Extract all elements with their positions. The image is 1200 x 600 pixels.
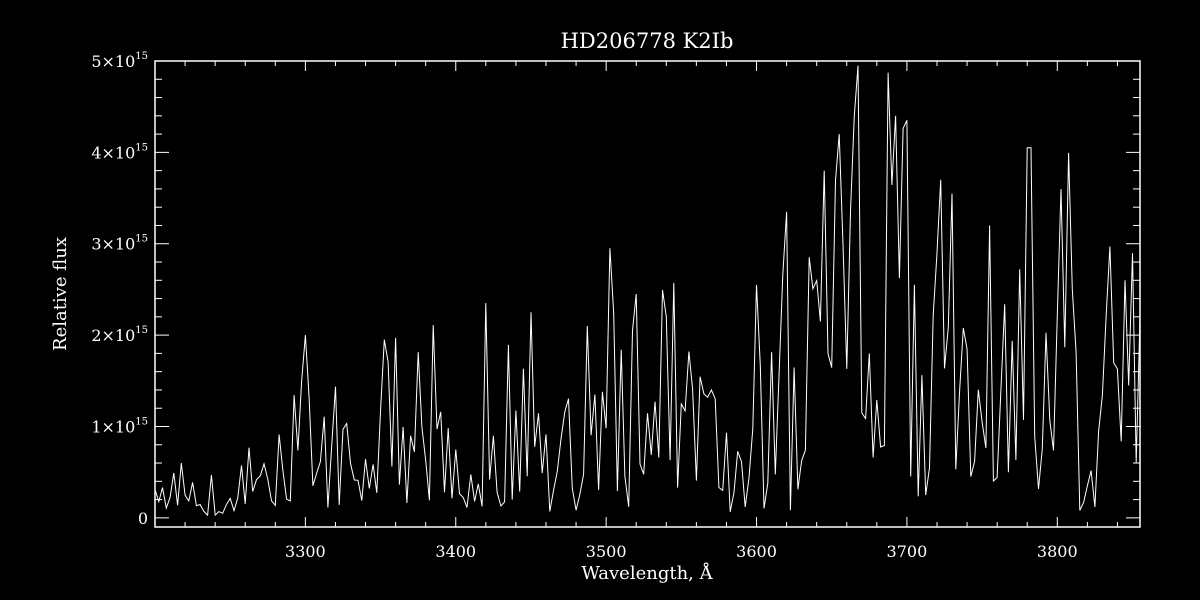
y-axis-label: Relative flux xyxy=(50,237,71,351)
y-tick-exponent: 15 xyxy=(135,234,148,245)
y-tick-base: 1×10 xyxy=(91,417,135,436)
y-tick-base: 4×10 xyxy=(91,143,135,162)
x-tick-label: 3400 xyxy=(435,542,476,561)
x-axis-label: Wavelength, Å xyxy=(581,562,713,584)
spectrum-line xyxy=(154,65,1141,517)
x-tick-label: 3800 xyxy=(1037,542,1078,561)
y-tick-base: 0 xyxy=(138,509,148,528)
x-tick-label: 3700 xyxy=(887,542,928,561)
y-tick-base: 2×10 xyxy=(91,326,135,345)
plot-frame xyxy=(154,60,1141,528)
y-tick-label: 1×1015 xyxy=(91,416,148,436)
y-tick-label: 3×1015 xyxy=(91,234,148,254)
series-layer xyxy=(154,65,1141,517)
x-tick-label: 3300 xyxy=(285,542,326,561)
y-tick-label: 4×1015 xyxy=(91,142,148,162)
y-tick-exponent: 15 xyxy=(135,51,148,62)
y-tick-base: 3×10 xyxy=(91,235,135,254)
x-axis: 3300 3400 3500 3600 3700 3800 xyxy=(154,61,1118,561)
y-tick-label: 0 xyxy=(138,509,148,528)
y-tick-label: 2×1015 xyxy=(91,325,148,345)
y-tick-exponent: 15 xyxy=(135,416,148,427)
y-tick-label: 5×1015 xyxy=(91,51,148,71)
y-tick-base: 5×10 xyxy=(91,52,135,71)
y-tick-exponent: 15 xyxy=(135,325,148,336)
x-tick-label: 3500 xyxy=(586,542,627,561)
y-tick-exponent: 15 xyxy=(135,142,148,153)
x-tick-label: 3600 xyxy=(736,542,777,561)
chart-title: HD206778 K2Ib xyxy=(561,29,734,53)
